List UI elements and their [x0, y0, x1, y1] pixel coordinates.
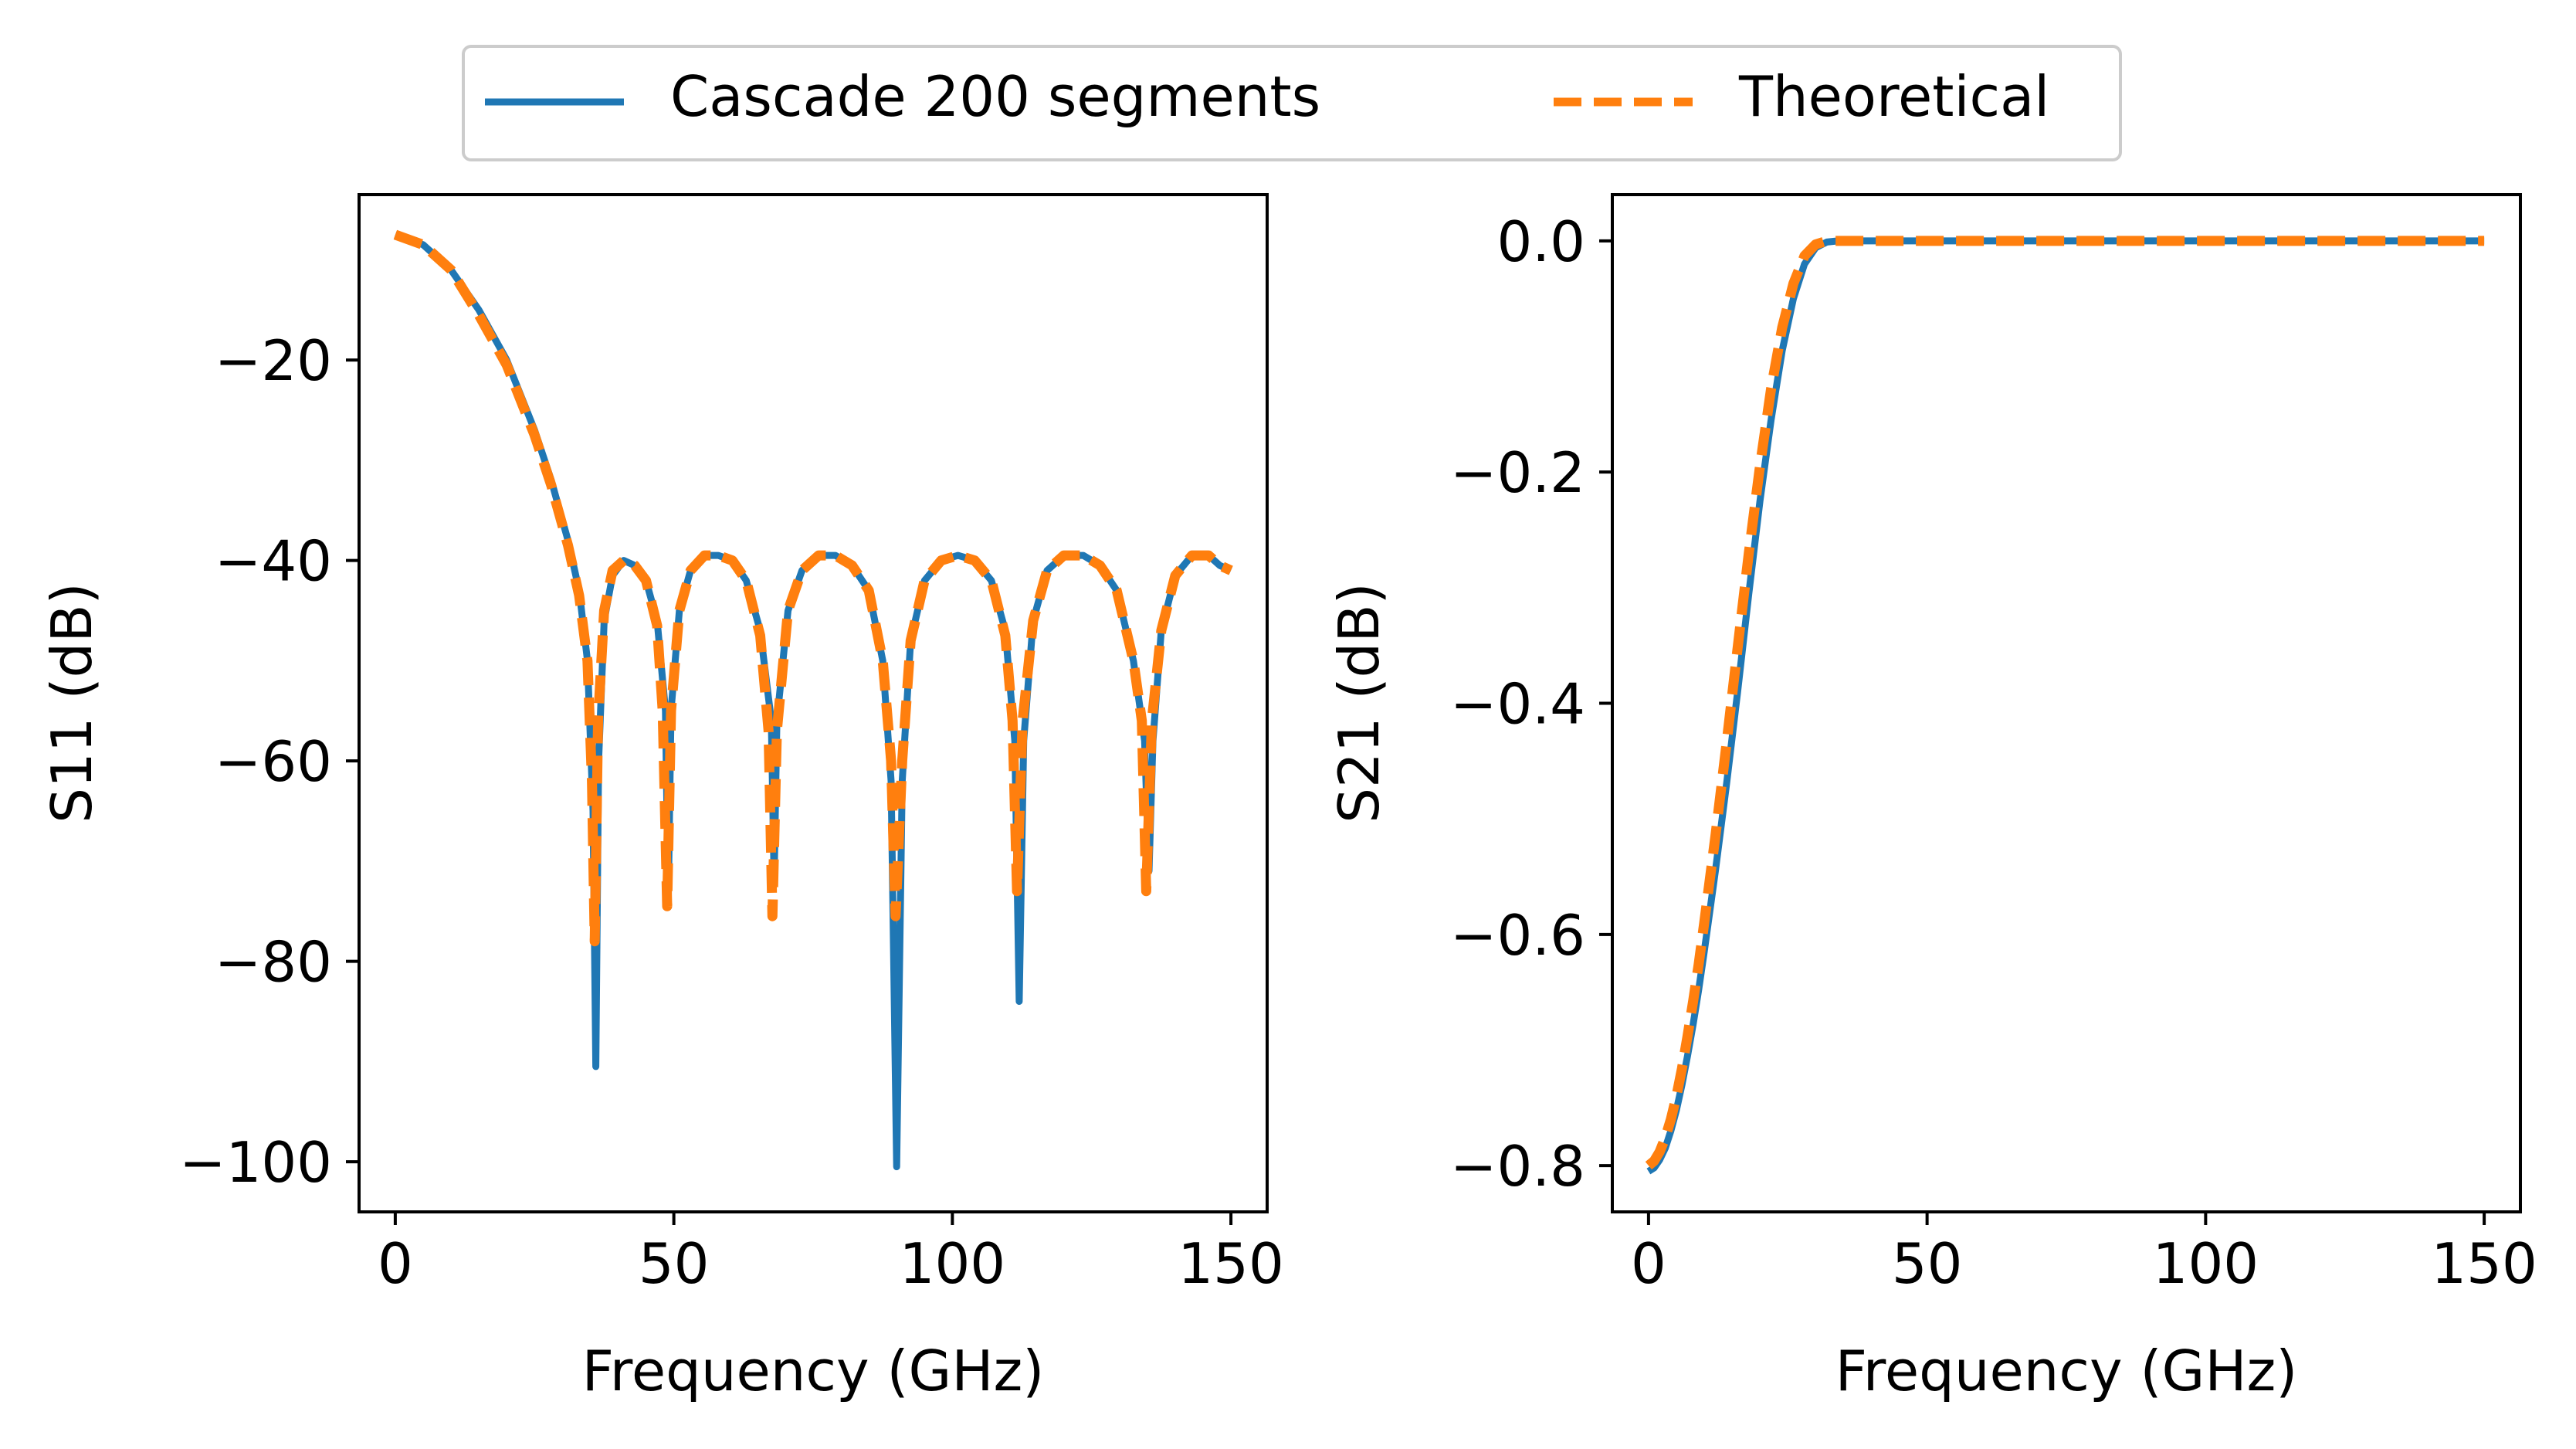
s21-x-tick-label: 50 [1892, 1231, 1963, 1296]
s11-x-axis-label: Frequency (GHz) [582, 1339, 1045, 1403]
s11-plot: 0 50 100 150 −20 −40 −60 −80 −100 Frequency (GHz… [39, 193, 1284, 1403]
legend-frame [462, 45, 2122, 161]
s21-x-tick-label: 100 [2153, 1231, 2259, 1296]
s21-y-tick-label: −0.4 [1450, 672, 1585, 737]
legend: Cascade 200 segments Theoretical [462, 45, 2122, 161]
s21-series-group [1645, 236, 2485, 1175]
s11-y-tick-label: −20 [215, 328, 332, 393]
s11-y-tick-label: −40 [215, 529, 332, 594]
s11-y-tick-label: −60 [215, 729, 332, 794]
s21-y-axis-label: S21 (dB) [1327, 582, 1391, 823]
s21-y-tick-label: −0.8 [1450, 1134, 1585, 1199]
s11-y-axis-label: S11 (dB) [39, 582, 104, 823]
s21-series-theoretical-line [1645, 236, 2485, 1170]
s21-x-axis-label: Frequency (GHz) [1835, 1339, 2298, 1403]
s11-y-tick-label: −80 [215, 930, 332, 995]
s11-x-tick-label: 0 [378, 1231, 413, 1296]
legend-label-cascade: Cascade 200 segments [670, 64, 1320, 129]
s11-x-tick-label: 150 [1178, 1231, 1283, 1296]
s11-series-theoretical-line [393, 229, 1233, 947]
s11-series-group [393, 229, 1233, 1171]
s21-plot: 0 50 100 150 0.0 −0.2 −0.4 −0.6 −0.8 Frequency (… [1327, 193, 2537, 1403]
legend-label-theoretical: Theoretical [1738, 64, 2049, 129]
s11-axes-frame [358, 193, 1269, 1213]
s21-y-tick-label: −0.6 [1450, 903, 1585, 968]
s21-y-tick-label: −0.2 [1450, 440, 1585, 505]
s21-ticks: 0 50 100 150 0.0 −0.2 −0.4 −0.6 −0.8 [1450, 209, 2537, 1296]
s11-x-tick-label: 100 [900, 1231, 1005, 1296]
s11-x-tick-label: 50 [639, 1231, 710, 1296]
s11-y-tick-label: −100 [179, 1130, 332, 1195]
s21-x-tick-label: 150 [2431, 1231, 2537, 1296]
s21-x-tick-label: 0 [1631, 1231, 1666, 1296]
s21-y-tick-label: 0.0 [1496, 209, 1585, 274]
s11-ticks: 0 50 100 150 −20 −40 −60 −80 −100 [179, 328, 1284, 1296]
